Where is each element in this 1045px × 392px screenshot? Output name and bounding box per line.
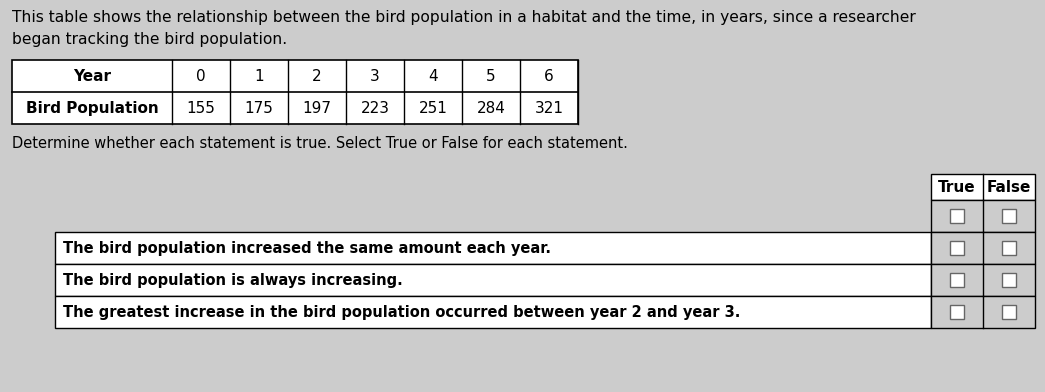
Text: 0: 0 xyxy=(196,69,206,83)
Text: True: True xyxy=(938,180,976,194)
Text: 197: 197 xyxy=(302,100,331,116)
Bar xyxy=(1002,209,1016,223)
Text: The bird population increased the same amount each year.: The bird population increased the same a… xyxy=(63,241,551,256)
Bar xyxy=(950,241,963,255)
Text: 3: 3 xyxy=(370,69,380,83)
Text: 284: 284 xyxy=(477,100,506,116)
Text: Bird Population: Bird Population xyxy=(26,100,159,116)
Text: The greatest increase in the bird population occurred between year 2 and year 3.: The greatest increase in the bird popula… xyxy=(63,305,740,319)
Bar xyxy=(950,273,963,287)
Bar xyxy=(950,305,963,319)
Text: began tracking the bird population.: began tracking the bird population. xyxy=(11,32,287,47)
Text: 223: 223 xyxy=(361,100,390,116)
Text: Determine whether each statement is true. Select True or False for each statemen: Determine whether each statement is true… xyxy=(11,136,628,151)
Text: 4: 4 xyxy=(428,69,438,83)
Bar xyxy=(931,232,1035,264)
Text: 251: 251 xyxy=(419,100,447,116)
Text: 321: 321 xyxy=(534,100,563,116)
Bar xyxy=(55,264,931,296)
Bar xyxy=(11,60,578,124)
Bar xyxy=(55,232,931,264)
Text: The bird population is always increasing.: The bird population is always increasing… xyxy=(63,272,402,287)
Text: False: False xyxy=(986,180,1031,194)
Bar xyxy=(931,264,1035,296)
Text: 6: 6 xyxy=(544,69,554,83)
Text: Year: Year xyxy=(73,69,111,83)
Bar xyxy=(1002,241,1016,255)
Bar xyxy=(1002,273,1016,287)
Bar xyxy=(931,296,1035,328)
Bar xyxy=(1002,305,1016,319)
Bar xyxy=(931,174,1035,200)
Text: 155: 155 xyxy=(187,100,215,116)
Text: 5: 5 xyxy=(486,69,495,83)
Bar xyxy=(55,296,931,328)
Text: This table shows the relationship between the bird population in a habitat and t: This table shows the relationship betwee… xyxy=(11,10,915,25)
Text: 175: 175 xyxy=(245,100,274,116)
Bar xyxy=(950,209,963,223)
Text: 2: 2 xyxy=(312,69,322,83)
Bar xyxy=(931,200,1035,232)
Text: 1: 1 xyxy=(254,69,263,83)
